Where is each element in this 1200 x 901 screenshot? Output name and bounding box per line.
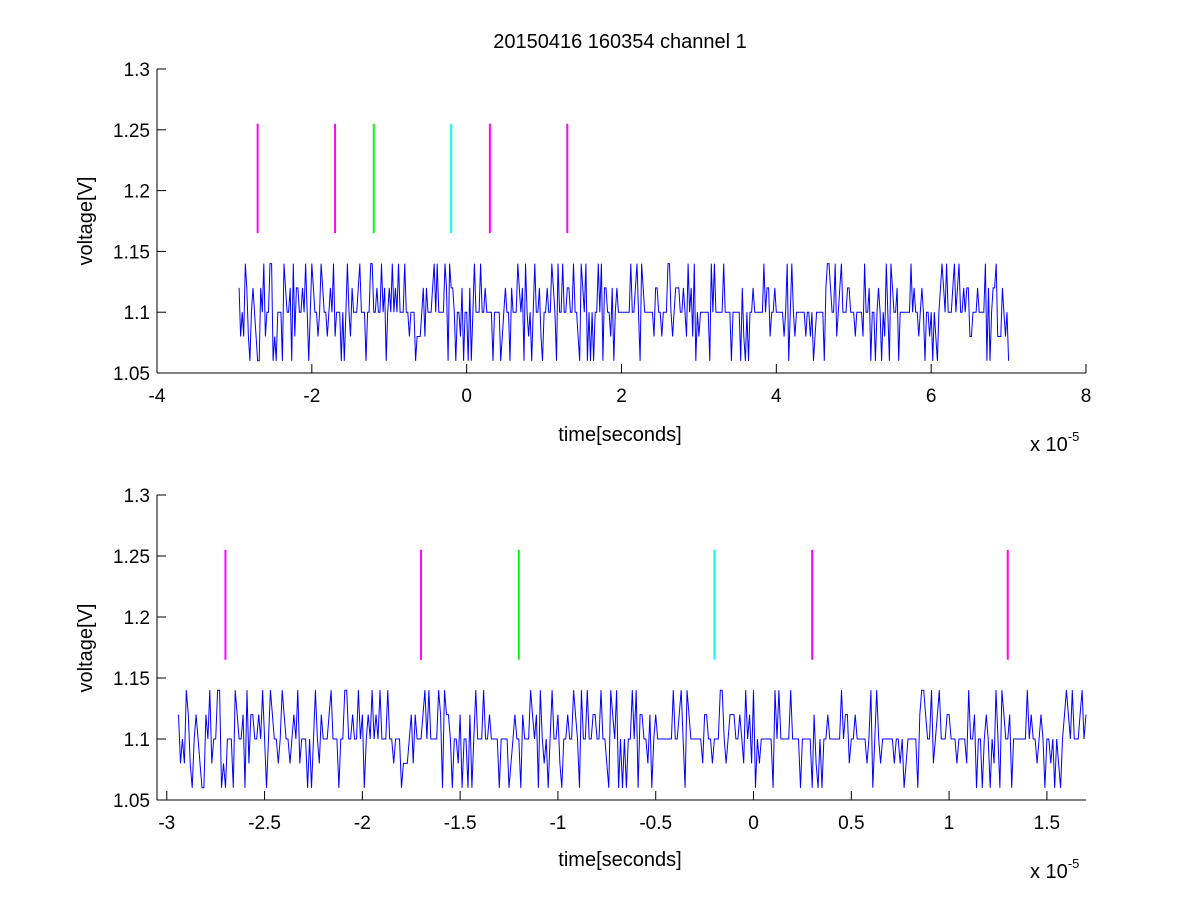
top-plot: 20150416 160354 channel 1 -4 -2 0 2 4 6 8 1.05 1… (75, 31, 1091, 456)
x-tick-label: 2 (616, 386, 627, 407)
top-plot-ylabel: voltage[V] (75, 177, 97, 266)
top-plot-x-multiplier: x 10-5 (1030, 429, 1079, 456)
bottom-plot-signal-line (178, 689, 1087, 789)
bottom-plot: -3 -2.5 -2 -1.5 -1 -0.5 0 0.5 1 1.5 1.05 1.1 1.15 1.2… (75, 486, 1087, 883)
x-tick-label: 8 (1081, 386, 1092, 407)
x-tick-label: -0.5 (639, 813, 672, 834)
y-tick-label: 1.25 (113, 547, 150, 568)
y-tick-label: 1.3 (124, 486, 150, 507)
bottom-plot-xlabel: time[seconds] (558, 849, 681, 871)
x-tick-label: -4 (149, 386, 166, 407)
x-tick-label: -3 (158, 813, 175, 834)
bottom-plot-markers (224, 549, 1009, 660)
chart-title: 20150416 160354 channel 1 (493, 31, 747, 53)
x-tick-label: -2 (354, 813, 371, 834)
top-plot-markers (256, 123, 569, 234)
bottom-plot-ticks: -3 -2.5 -2 -1.5 -1 -0.5 0 0.5 1 1.5 1.05 1.1 1.15 1.2… (113, 486, 1060, 834)
y-tick-label: 1.05 (113, 364, 150, 385)
top-plot-axes (156, 69, 1086, 374)
bottom-plot-axes (156, 495, 1086, 801)
y-tick-label: 1.2 (124, 182, 150, 203)
bottom-plot-x-multiplier: x 10-5 (1030, 856, 1079, 883)
y-tick-label: 1.15 (113, 242, 150, 263)
y-tick-label: 1.05 (113, 791, 150, 812)
y-tick-label: 1.2 (124, 608, 150, 629)
x-tick-label: -2 (303, 386, 320, 407)
top-plot-x-multiplier-exponent: -5 (1068, 429, 1080, 444)
top-plot-ticks: -4 -2 0 2 4 6 8 1.05 1.1 1.15 1.2 1.25 1.3 (113, 60, 1091, 407)
bottom-plot-ylabel: voltage[V] (75, 604, 97, 693)
x-tick-label: -1 (549, 813, 566, 834)
x-tick-label: 4 (771, 386, 782, 407)
x-tick-label: 1 (944, 813, 955, 834)
x-tick-label: 6 (926, 386, 937, 407)
x-tick-label: 0 (461, 386, 472, 407)
x-tick-label: 0.5 (838, 813, 864, 834)
top-plot-xlabel: time[seconds] (558, 424, 681, 446)
x-tick-label: 1.5 (1034, 813, 1060, 834)
bottom-plot-x-multiplier-exponent: -5 (1068, 856, 1080, 871)
top-plot-signal-line (238, 263, 1010, 362)
y-tick-label: 1.25 (113, 121, 150, 142)
x-tick-label: -1.5 (444, 813, 477, 834)
y-tick-label: 1.1 (124, 730, 150, 751)
y-tick-label: 1.1 (124, 303, 150, 324)
y-tick-label: 1.15 (113, 669, 150, 690)
y-tick-label: 1.3 (124, 60, 150, 81)
x-tick-label: -2.5 (248, 813, 281, 834)
x-tick-label: 0 (748, 813, 759, 834)
